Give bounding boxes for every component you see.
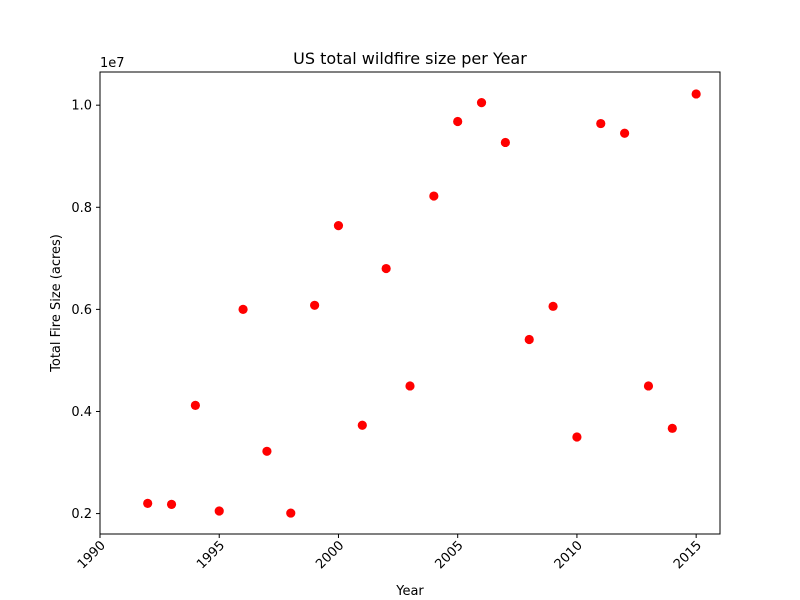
x-tick-label: 2015: [671, 538, 705, 572]
data-point: [310, 300, 320, 310]
x-axis-title: Year: [395, 584, 424, 599]
data-point: [190, 400, 200, 410]
data-point: [238, 304, 248, 314]
x-tick-label: 2010: [552, 538, 586, 572]
y-tick-label: 0.2: [71, 507, 92, 522]
data-point: [596, 118, 606, 129]
y-tick-label: 0.4: [71, 405, 92, 420]
data-point: [500, 137, 510, 148]
data-point: [262, 446, 272, 456]
data-point: [691, 89, 701, 99]
y-tick-label: 1.0: [71, 99, 92, 114]
data-point: [620, 128, 630, 138]
x-tick-label: 2000: [313, 538, 347, 572]
data-point: [143, 498, 153, 508]
data-point: [214, 506, 224, 516]
y-tick-label: 0.6: [71, 303, 92, 318]
data-point: [548, 301, 558, 311]
data-point: [166, 499, 177, 509]
x-tick-label: 1990: [75, 538, 109, 572]
x-tick-label: 1995: [194, 538, 228, 572]
data-point: [453, 116, 463, 127]
data-point: [643, 381, 654, 391]
plot-frame: [99, 71, 721, 535]
data-point: [381, 263, 391, 274]
y-scale-label: 1e7: [100, 56, 125, 71]
data-point: [286, 508, 296, 518]
data-point: [405, 381, 415, 391]
x-axis-ticks: 1990 1995 2000 2005 2010 2015: [75, 534, 705, 572]
data-point: [429, 191, 439, 201]
y-tick-label: 0.8: [71, 201, 92, 216]
y-axis-title: Total Fire Size (acres): [49, 234, 64, 373]
x-tick-label: 2005: [433, 538, 467, 572]
chart-title: US total wildfire size per Year: [293, 49, 527, 68]
data-point: [524, 334, 534, 345]
data-point: [667, 423, 677, 433]
data-point: [476, 98, 487, 108]
data-point: [357, 420, 367, 430]
data-point: [333, 221, 344, 231]
y-axis-ticks: 0.2 0.4 0.6 0.8 1.0: [71, 99, 100, 522]
data-point: [572, 432, 582, 442]
data-points: [143, 89, 701, 518]
